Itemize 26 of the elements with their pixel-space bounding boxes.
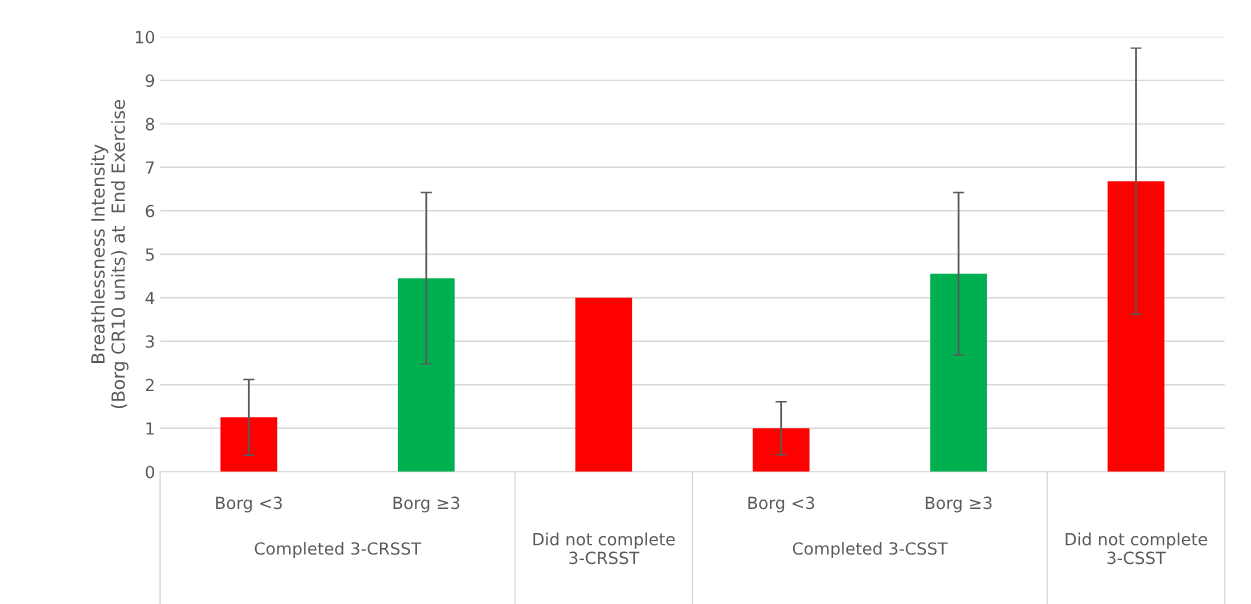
x-tick-label: Borg ≥3 xyxy=(393,496,460,513)
y-tick-label: 2 xyxy=(145,378,154,392)
bar xyxy=(752,428,810,472)
y-tick-label: 6 xyxy=(145,204,155,218)
y-tick-label: 9 xyxy=(145,74,155,87)
x-tick-label: Borg ≥3 xyxy=(925,496,992,513)
y-tick-label: 7 xyxy=(146,161,154,174)
text: Did not complete 3-CSST xyxy=(1065,532,1208,565)
y-tick-label: 8 xyxy=(145,117,155,131)
y-axis-title: Breathlessness Intensity (Borg CR10 units) at End Exercise xyxy=(90,99,129,409)
bar xyxy=(930,273,987,472)
bar xyxy=(397,278,455,472)
y-tick-label: 1 xyxy=(146,422,154,435)
x-tick-label: Borg <3 xyxy=(748,496,815,513)
bar xyxy=(220,417,278,472)
bar xyxy=(1107,181,1165,472)
y-tick-label: 5 xyxy=(145,248,154,261)
y-tick-label: 4 xyxy=(145,291,155,305)
y-tick-label: 3 xyxy=(145,335,154,348)
y-tick-label: 0 xyxy=(145,465,155,479)
x-tick-label: Borg <3 xyxy=(216,496,282,513)
text: Completed 3-CSST xyxy=(792,541,948,559)
text: Did not complete 3-CRSST xyxy=(533,532,675,565)
bar xyxy=(575,297,633,472)
text: Completed 3-CRSST xyxy=(254,541,422,559)
y-tick-label: 10 xyxy=(135,30,155,44)
